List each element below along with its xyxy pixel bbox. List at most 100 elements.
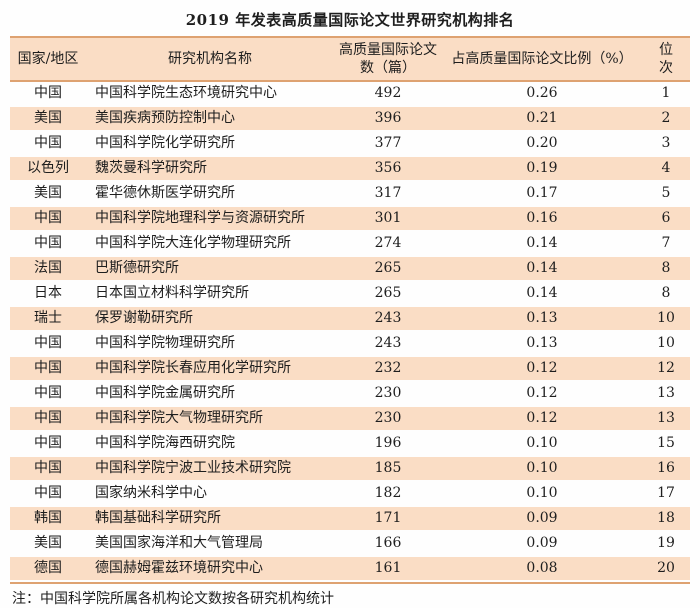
ratio-cell: 0.21 [442, 105, 642, 132]
table-header: 国家/地区 研究机构名称 高质量国际论文数（篇） 占高质量国际论文比例（%） 位… [10, 36, 690, 82]
paper-count-cell: 166 [374, 535, 402, 551]
paper-count-cell: 232 [334, 355, 442, 382]
header-paper-count: 高质量国际论文数（篇） [334, 36, 442, 82]
header-ratio: 占高质量国际论文比例（%） [442, 36, 642, 82]
institution-cell: 中国科学院生态环境研究中心 [95, 85, 277, 101]
paper-count-cell: 274 [374, 235, 402, 251]
country-cell: 中国 [34, 435, 62, 451]
table-row: 美国 美国国家海洋和大气管理局 166 0.09 19 [10, 531, 690, 556]
country-cell: 中国 [10, 405, 86, 432]
ratio-cell: 0.16 [442, 205, 642, 232]
institution-cell: 中国科学院地理科学与资源研究所 [86, 205, 334, 232]
institution-cell: 中国科学院金属研究所 [95, 385, 235, 401]
paper-count-cell: 317 [374, 185, 402, 201]
country-cell: 中国 [34, 85, 62, 101]
header-row: 国家/地区 研究机构名称 高质量国际论文数（篇） 占高质量国际论文比例（%） 位… [10, 36, 690, 82]
paper-count-cell: 182 [374, 485, 402, 501]
paper-count-cell: 396 [334, 105, 442, 132]
ratio-cell: 0.10 [526, 485, 558, 501]
ratio-cell: 0.12 [442, 355, 642, 382]
paper-count-cell: 161 [334, 555, 442, 582]
table-row: 中国 中国科学院海西研究院 196 0.10 15 [10, 431, 690, 456]
rank-cell: 10 [657, 335, 675, 351]
rank-cell: 1 [661, 85, 671, 101]
institution-cell: 中国科学院大气物理研究所 [86, 405, 334, 432]
country-cell: 中国 [34, 235, 62, 251]
ratio-cell: 0.13 [526, 335, 558, 351]
country-cell: 中国 [34, 485, 62, 501]
rank-cell: 8 [642, 255, 690, 282]
rank-cell: 7 [661, 235, 671, 251]
institution-cell: 韩国基础科学研究所 [86, 505, 334, 532]
ranking-table: 国家/地区 研究机构名称 高质量国际论文数（篇） 占高质量国际论文比例（%） 位… [10, 36, 690, 582]
table-row: 德国 德国赫姆霍兹环境研究中心 161 0.08 20 [10, 555, 690, 582]
country-cell: 法国 [10, 255, 86, 282]
institution-cell: 保罗谢勒研究所 [86, 305, 334, 332]
ratio-cell: 0.12 [526, 385, 558, 401]
country-cell: 中国 [10, 355, 86, 382]
header-country: 国家/地区 [10, 36, 86, 82]
paper-count-cell: 171 [334, 505, 442, 532]
institution-cell: 中国科学院化学研究所 [95, 135, 235, 151]
country-cell: 瑞士 [10, 305, 86, 332]
rank-cell: 18 [642, 505, 690, 532]
paper-count-cell: 301 [334, 205, 442, 232]
ratio-cell: 0.12 [442, 405, 642, 432]
rank-cell: 8 [661, 285, 671, 301]
table-row: 中国 中国科学院生态环境研究中心 492 0.26 1 [10, 81, 690, 106]
ratio-cell: 0.17 [526, 185, 558, 201]
ratio-cell: 0.20 [526, 135, 558, 151]
institution-cell: 中国科学院宁波工业技术研究院 [86, 455, 334, 482]
country-cell: 韩国 [10, 505, 86, 532]
country-cell: 中国 [34, 135, 62, 151]
paper-count-cell: 377 [374, 135, 402, 151]
ratio-cell: 0.26 [526, 85, 558, 101]
paper-count-cell: 196 [374, 435, 402, 451]
institution-cell: 霍华德休斯医学研究所 [95, 185, 235, 201]
ratio-cell: 0.08 [442, 555, 642, 582]
ratio-cell: 0.14 [442, 255, 642, 282]
rank-cell: 5 [661, 185, 671, 201]
institution-cell: 中国科学院物理研究所 [95, 335, 235, 351]
rank-cell: 12 [642, 355, 690, 382]
paper-count-cell: 230 [334, 405, 442, 432]
table-row: 中国 中国科学院大连化学物理研究所 274 0.14 7 [10, 231, 690, 256]
country-cell: 中国 [34, 335, 62, 351]
table-row: 瑞士 保罗谢勒研究所 243 0.13 10 [10, 305, 690, 332]
country-cell: 德国 [10, 555, 86, 582]
paper-count-cell: 265 [334, 255, 442, 282]
ratio-cell: 0.13 [442, 305, 642, 332]
country-cell: 日本 [34, 285, 62, 301]
ratio-cell: 0.09 [442, 505, 642, 532]
table-row: 中国 中国科学院物理研究所 243 0.13 10 [10, 331, 690, 356]
paper-count-cell: 243 [334, 305, 442, 332]
institution-cell: 美国国家海洋和大气管理局 [95, 535, 263, 551]
rank-cell: 13 [642, 405, 690, 432]
institution-cell: 美国疾病预防控制中心 [86, 105, 334, 132]
table-row: 中国 中国科学院长春应用化学研究所 232 0.12 12 [10, 355, 690, 382]
institution-cell: 日本国立材料科学研究所 [95, 285, 249, 301]
table-row: 中国 中国科学院地理科学与资源研究所 301 0.16 6 [10, 205, 690, 232]
rank-cell: 17 [657, 485, 675, 501]
country-cell: 中国 [34, 385, 62, 401]
table-row: 美国 美国疾病预防控制中心 396 0.21 2 [10, 105, 690, 132]
paper-count-cell: 356 [334, 155, 442, 182]
country-cell: 中国 [10, 455, 86, 482]
rank-cell: 3 [661, 135, 671, 151]
paper-count-cell: 185 [334, 455, 442, 482]
rank-cell: 19 [657, 535, 675, 551]
rank-cell: 6 [642, 205, 690, 232]
table-row: 美国 霍华德休斯医学研究所 317 0.17 5 [10, 181, 690, 206]
country-cell: 美国 [10, 105, 86, 132]
paper-count-cell: 492 [374, 85, 402, 101]
rank-cell: 4 [642, 155, 690, 182]
ratio-cell: 0.09 [526, 535, 558, 551]
ratio-cell: 0.19 [442, 155, 642, 182]
ratio-cell: 0.14 [526, 235, 558, 251]
table-row: 法国 巴斯德研究所 265 0.14 8 [10, 255, 690, 282]
rank-cell: 10 [642, 305, 690, 332]
ratio-cell: 0.10 [442, 455, 642, 482]
page-title: 2019 年发表高质量国际论文世界研究机构排名 [185, 11, 515, 29]
institution-cell: 中国科学院大连化学物理研究所 [95, 235, 291, 251]
country-cell: 美国 [34, 185, 62, 201]
